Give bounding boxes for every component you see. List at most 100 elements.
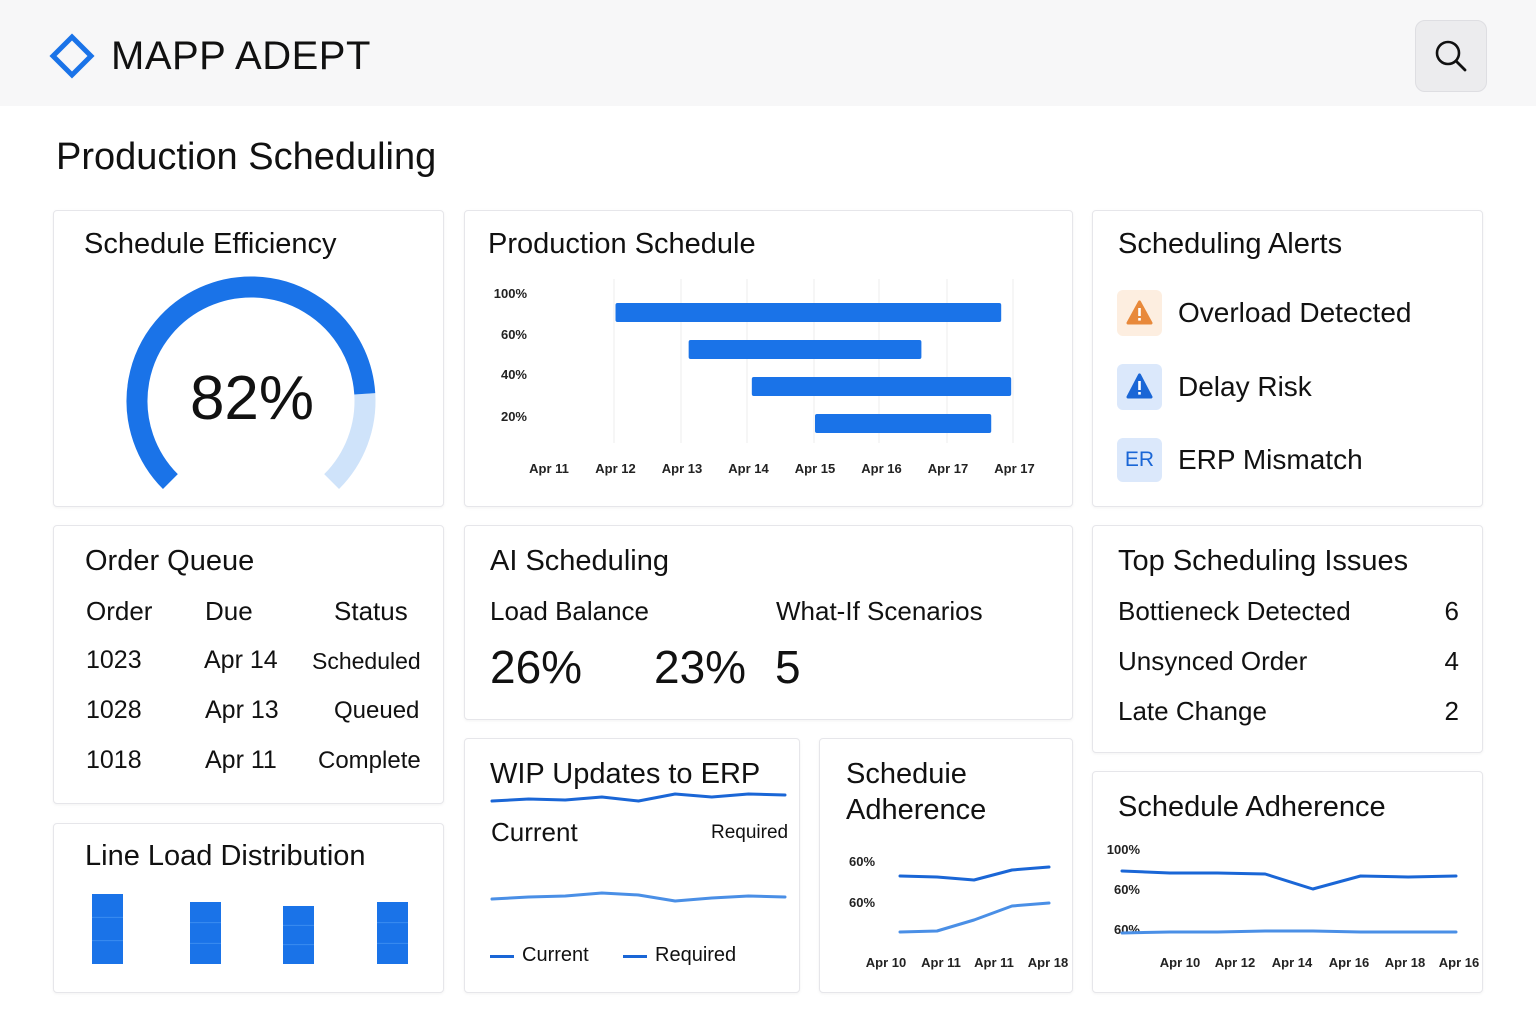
y-tick-label: 60% — [1114, 882, 1140, 897]
adherence-large-chart: 100% 60% 60% Apr 10 Apr 12 Apr 14 Apr 16 Apr 18… — [1107, 842, 1479, 970]
legend-swatch — [490, 955, 514, 958]
y-tick-label: 60% — [1114, 922, 1140, 937]
gauge-fill — [126, 276, 376, 490]
brand-name: MAPP ADEPT — [111, 34, 371, 78]
card-title: Schedule Efficiency — [84, 228, 337, 260]
x-tick-label: Apr 15 — [795, 461, 835, 476]
card-title: Line Load Distribution — [85, 840, 366, 872]
schedule-efficiency-card: Schedule Efficiency 82% — [53, 210, 444, 507]
scheduling-alerts-card: Scheduling Alerts Overload Detected Dela… — [1092, 210, 1483, 507]
card-title: AI Scheduling — [490, 545, 669, 577]
schedule-bar — [751, 377, 1012, 396]
x-tick-label: Apr 18 — [1385, 955, 1425, 970]
x-tick-label: Apr 14 — [1272, 955, 1313, 970]
load-bar — [377, 902, 408, 964]
y-tick-label: 100% — [494, 286, 528, 301]
warning-triangle-icon — [1117, 290, 1162, 336]
x-tick-label: Apr 18 — [1028, 955, 1068, 970]
search-button[interactable] — [1415, 20, 1487, 92]
list-item[interactable]: Bottieneck Detected 6 — [1093, 594, 1484, 634]
current-series-line — [490, 792, 787, 803]
table-row[interactable]: 1018 Apr 11 Complete — [54, 744, 445, 784]
ai-scheduling-card: AI Scheduling Load Balance What-If Scena… — [464, 525, 1073, 720]
list-item[interactable]: Unsynced Order 4 — [1093, 644, 1484, 684]
issue-label: Bottieneck Detected — [1118, 596, 1351, 626]
load-bar — [92, 894, 123, 964]
x-tick-label: Apr 10 — [1160, 955, 1200, 970]
x-tick-label: Apr 14 — [728, 461, 769, 476]
issue-count: 6 — [1444, 596, 1459, 626]
x-tick-label: Apr 16 — [1439, 955, 1479, 970]
wip-updates-card: WIP Updates to ERP Current Required Curr… — [464, 738, 800, 993]
y-tick-label: 100% — [1107, 842, 1141, 857]
x-tick-label: Apr 16 — [1329, 955, 1369, 970]
alert-item-erp-mismatch[interactable]: ER ERP Mismatch — [1117, 437, 1457, 485]
load-bar — [283, 906, 314, 964]
production-schedule-card: Production Schedule 100% 60% 40% 20% Apr 11 A… — [464, 210, 1073, 507]
order-due: Apr 11 — [205, 746, 277, 774]
schedule-bar — [815, 414, 992, 433]
legend-swatch — [623, 955, 647, 958]
alert-item-overload[interactable]: Overload Detected — [1117, 289, 1457, 337]
card-title: WIP Updates to ERP — [490, 758, 761, 790]
page-title: Production Scheduling — [56, 136, 437, 178]
column-header-order: Order — [86, 596, 153, 626]
card-title: Scheduling Alerts — [1118, 228, 1343, 260]
brand-logo-icon — [49, 33, 95, 79]
alert-label: Delay Risk — [1178, 371, 1312, 402]
x-tick-label: Apr 11 — [974, 955, 1014, 970]
y-tick-label: 20% — [501, 409, 527, 424]
x-tick-label: Apr 12 — [1215, 955, 1255, 970]
current-header: Current — [491, 817, 578, 847]
top-bar: MAPP ADEPT — [0, 0, 1536, 106]
erp-badge-icon: ER — [1117, 438, 1162, 482]
adherence-series-a — [898, 865, 1051, 882]
column-header-due: Due — [205, 596, 253, 626]
alert-triangle-icon — [1117, 364, 1162, 410]
what-if-label: What-If Scenarios — [776, 596, 983, 626]
order-id: 1018 — [86, 746, 142, 774]
issue-count: 2 — [1444, 696, 1459, 726]
x-tick-label: Apr 16 — [861, 461, 901, 476]
production-schedule-chart: 100% 60% 40% 20% Apr 11 Apr 12 Apr 13 Apr 14 Apr… — [494, 279, 1035, 476]
x-tick-label: Apr 13 — [662, 461, 702, 476]
issue-count: 4 — [1444, 646, 1459, 676]
x-tick-label: Apr 10 — [866, 955, 906, 970]
alert-item-delay-risk[interactable]: Delay Risk — [1117, 363, 1457, 411]
y-tick-label: 60% — [849, 854, 875, 869]
order-due: Apr 13 — [205, 696, 279, 724]
list-item[interactable]: Late Change 2 — [1093, 694, 1484, 734]
adherence-series-b — [898, 901, 1051, 934]
order-id: 1028 — [86, 696, 142, 724]
line-load-distribution-card: Line Load Distribution — [53, 823, 444, 993]
order-due: Apr 14 — [204, 646, 278, 674]
what-if-count: 5 — [775, 641, 801, 693]
load-bar — [190, 902, 221, 964]
gauge-track — [323, 393, 376, 490]
schedule-adherence-card: Schedule Adherence 100% 60% 60% Apr 10 Apr 1… — [1092, 771, 1483, 993]
card-title: Scheduie — [846, 758, 967, 790]
schedule-bar — [615, 303, 1002, 322]
card-title: Order Queue — [85, 545, 255, 577]
order-queue-card: Order Queue Order Due Status 1023 Apr 14… — [53, 525, 444, 804]
required-series-line — [490, 891, 787, 903]
card-title-line-2: Adherence — [846, 794, 987, 826]
x-tick-label: Apr 11 — [921, 955, 961, 970]
order-status: Complete — [318, 747, 421, 774]
table-row[interactable]: 1028 Apr 13 Queued — [54, 694, 445, 734]
line-load-chart — [92, 894, 408, 964]
load-balance-value-1: 26% — [490, 641, 583, 693]
column-header-status: Status — [334, 596, 408, 626]
alert-label: Overload Detected — [1178, 297, 1412, 328]
issue-label: Late Change — [1118, 696, 1267, 726]
adherence-small-chart: 60% 60% Apr 10 Apr 11 Apr 11 Apr 18 — [849, 854, 1068, 970]
adherence-series-b — [1120, 929, 1458, 935]
order-status: Queued — [334, 697, 420, 724]
table-row[interactable]: 1023 Apr 14 Scheduled — [54, 644, 445, 684]
x-tick-label: Apr 17 — [928, 461, 968, 476]
wip-line-chart — [490, 792, 787, 903]
required-header: Required — [711, 822, 789, 843]
load-balance-label: Load Balance — [490, 596, 650, 626]
card-title: Top Scheduling Issues — [1118, 545, 1409, 577]
issue-label: Unsynced Order — [1118, 646, 1308, 676]
